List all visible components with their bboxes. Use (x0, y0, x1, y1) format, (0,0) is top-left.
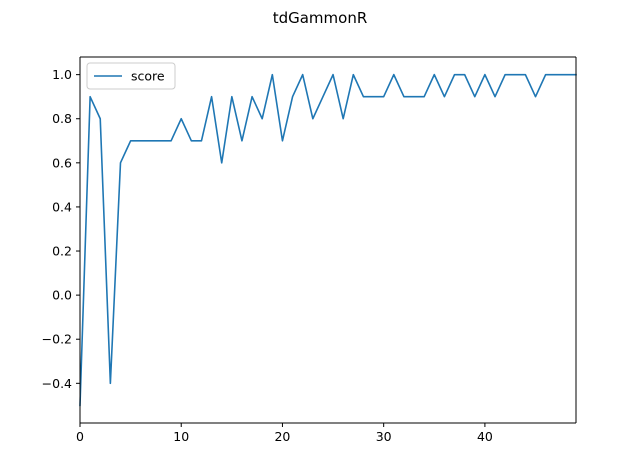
x-tick-label: 40 (477, 429, 493, 444)
legend: score (86, 62, 176, 90)
y-tick-label: −0.4 (42, 376, 72, 391)
x-tick-label: 20 (274, 429, 290, 444)
y-tick-label: 0.6 (52, 155, 72, 170)
y-tick-label: 0.4 (52, 199, 72, 214)
series-line-score (79, 73, 577, 407)
y-tick-label: −0.2 (42, 332, 72, 347)
y-tick-label: 0.0 (52, 288, 72, 303)
legend-label-score: score (131, 69, 165, 84)
y-tick-label: 1.0 (52, 67, 72, 82)
x-tick-label: 30 (376, 429, 392, 444)
x-tick-label: 10 (173, 429, 189, 444)
x-tick-label: 0 (76, 429, 84, 444)
chart-title: tdGammonR (273, 9, 368, 27)
y-tick-label: 0.2 (52, 244, 72, 259)
plot-area: 0 10 20 30 40 −0.4 −0.2 0.0 0.2 0.4 0.6 0.8 1.0 score (42, 56, 577, 444)
legend-box (86, 62, 176, 90)
y-tick-label: 0.8 (52, 111, 72, 126)
